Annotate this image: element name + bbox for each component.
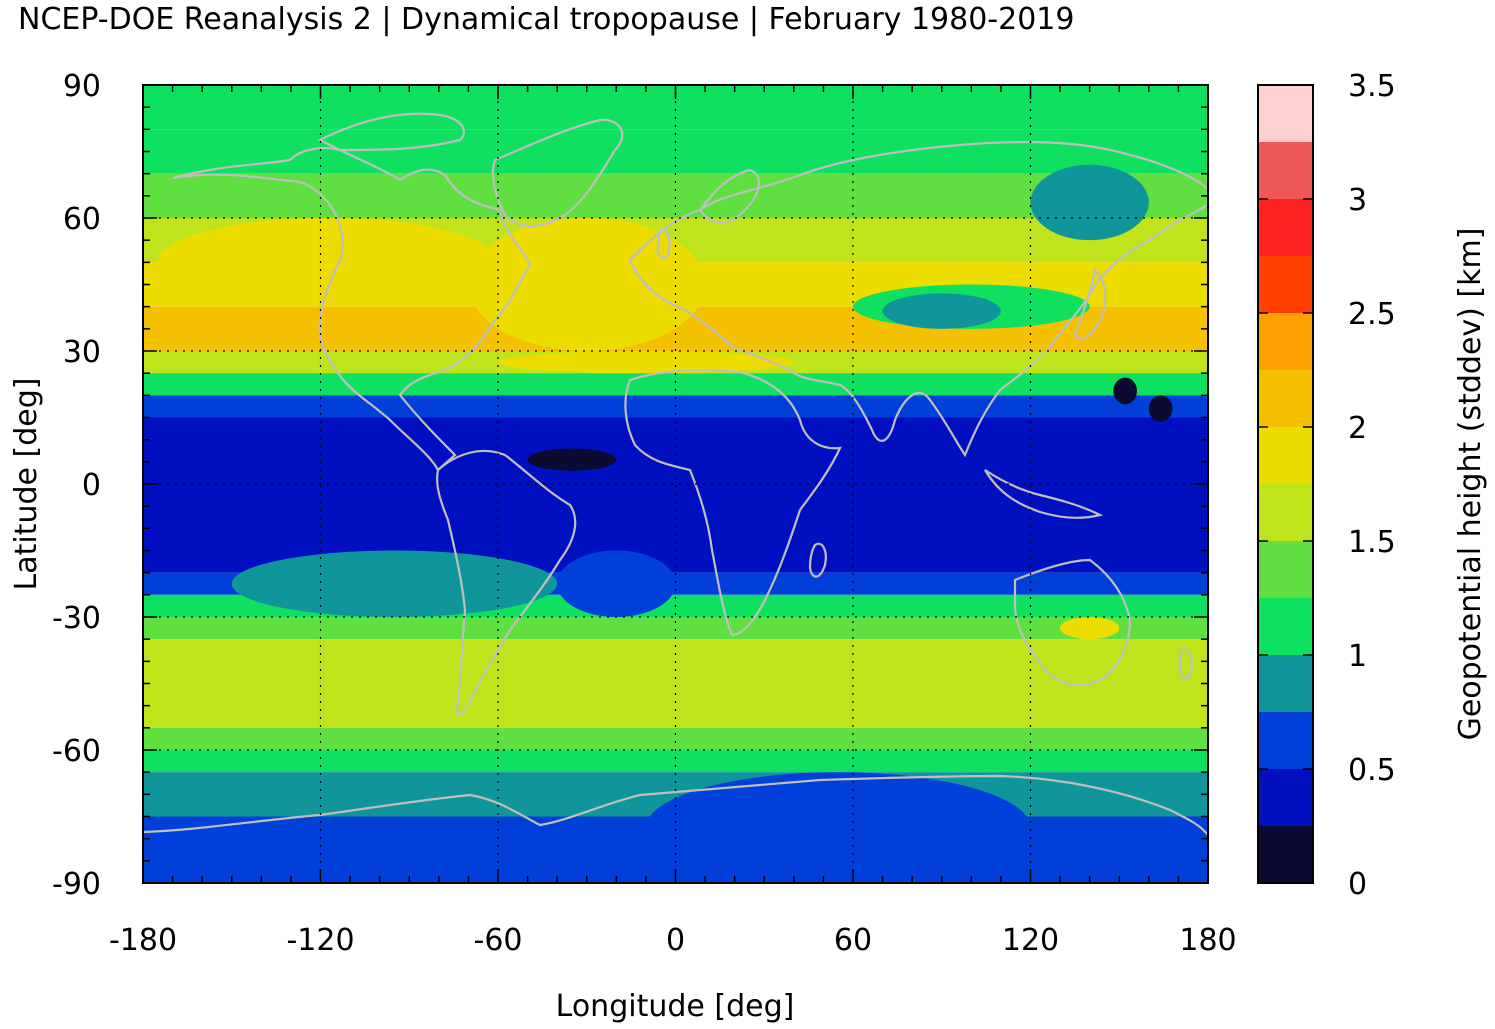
x-tick-label: 180 bbox=[1179, 923, 1236, 958]
y-tick-label: 0 bbox=[82, 468, 101, 503]
lat-band-12 bbox=[143, 617, 1208, 640]
region-5 bbox=[231, 550, 558, 617]
colorbar-label: Geopotential height (stddev) [km] bbox=[1453, 228, 1488, 741]
colorbar-swatch-9 bbox=[1258, 313, 1313, 370]
region-15 bbox=[1113, 377, 1137, 405]
x-tick-label: -180 bbox=[109, 923, 177, 958]
colorbar-tick-label: 3.5 bbox=[1348, 69, 1396, 104]
x-tick-label: -120 bbox=[286, 923, 354, 958]
colorbar-swatch-0 bbox=[1258, 826, 1313, 883]
colorbar-tick-label: 2.5 bbox=[1348, 297, 1396, 332]
chart-title: NCEP-DOE Reanalysis 2 | Dynamical tropop… bbox=[18, 2, 1075, 37]
colorbar-tick-label: 1.5 bbox=[1348, 525, 1396, 560]
x-tick-label: 120 bbox=[1002, 923, 1059, 958]
region-10 bbox=[1030, 164, 1149, 241]
lat-band-9 bbox=[143, 417, 1208, 573]
region-11 bbox=[1060, 617, 1120, 640]
region-16 bbox=[1148, 395, 1173, 422]
x-axis-label: Longitude [deg] bbox=[556, 989, 795, 1024]
lat-band-7 bbox=[143, 373, 1208, 396]
colorbar-swatch-1 bbox=[1258, 769, 1313, 826]
colorbar-swatch-2 bbox=[1258, 712, 1313, 769]
x-tick-label: 0 bbox=[666, 923, 685, 958]
region-14 bbox=[527, 448, 617, 471]
colorbar-swatch-13 bbox=[1258, 85, 1313, 142]
region-4 bbox=[498, 351, 794, 374]
y-tick-label: -30 bbox=[52, 601, 101, 636]
x-tick-labels: -180 -120 -60 0 60 120 180 bbox=[109, 923, 1237, 958]
y-tick-label: 30 bbox=[63, 335, 101, 370]
x-tick-label: 60 bbox=[834, 923, 872, 958]
region-9 bbox=[882, 293, 1001, 329]
y-tick-label: 60 bbox=[63, 202, 101, 237]
colorbar-ticks: 0 0.5 1 1.5 2 2.5 3 3.5 bbox=[1258, 69, 1396, 902]
region-13 bbox=[143, 860, 321, 883]
colorbar-swatch-5 bbox=[1258, 541, 1313, 598]
region-6 bbox=[557, 550, 676, 617]
colorbar bbox=[1258, 85, 1313, 883]
y-tick-label: -60 bbox=[52, 734, 101, 769]
y-axis-label: Latitude [deg] bbox=[9, 378, 44, 591]
colorbar-tick-label: 1 bbox=[1348, 639, 1367, 674]
y-tick-labels: 90 60 30 0 -30 -60 -90 bbox=[52, 69, 101, 902]
colorbar-swatch-6 bbox=[1258, 484, 1313, 541]
coastline-outlines bbox=[143, 112, 1208, 836]
colorbar-swatch-8 bbox=[1258, 370, 1313, 427]
colorbar-swatch-3 bbox=[1258, 655, 1313, 712]
y-tick-label: -90 bbox=[52, 867, 101, 902]
x-tick-label: -60 bbox=[474, 923, 523, 958]
colorbar-tick-label: 0 bbox=[1348, 867, 1367, 902]
region-2 bbox=[143, 315, 232, 351]
region-12 bbox=[645, 772, 1031, 883]
colorbar-frame bbox=[1257, 84, 1314, 884]
colorbar-swatch-12 bbox=[1258, 142, 1313, 199]
colorbar-swatch-7 bbox=[1258, 427, 1313, 484]
colorbar-tick-label: 0.5 bbox=[1348, 753, 1396, 788]
colorbar-swatch-10 bbox=[1258, 256, 1313, 313]
grid-lines bbox=[143, 85, 1208, 883]
axis-ticks bbox=[142, 84, 1209, 884]
colorbar-tick-label: 2 bbox=[1348, 411, 1367, 446]
lat-band-15 bbox=[143, 750, 1208, 773]
colorbar-swatch-4 bbox=[1258, 598, 1313, 655]
region-1 bbox=[468, 218, 706, 351]
region-0 bbox=[157, 218, 498, 307]
y-tick-label: 90 bbox=[63, 69, 101, 104]
lat-band-14 bbox=[143, 727, 1208, 750]
colorbar-swatch-11 bbox=[1258, 199, 1313, 256]
colorbar-tick-label: 3 bbox=[1348, 183, 1367, 218]
